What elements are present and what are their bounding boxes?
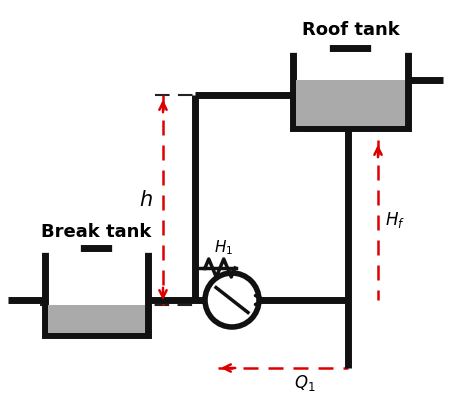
Circle shape — [205, 273, 259, 327]
Text: Roof tank: Roof tank — [302, 21, 400, 39]
Bar — [296, 80, 405, 126]
Text: $H_1$: $H_1$ — [214, 239, 234, 257]
Bar — [45, 248, 148, 335]
Bar — [293, 48, 408, 128]
Text: h: h — [140, 190, 153, 210]
Text: $H_f$: $H_f$ — [385, 210, 405, 230]
Text: $Q_1$: $Q_1$ — [294, 373, 316, 393]
Bar — [48, 305, 145, 333]
Text: Break tank: Break tank — [41, 223, 152, 241]
